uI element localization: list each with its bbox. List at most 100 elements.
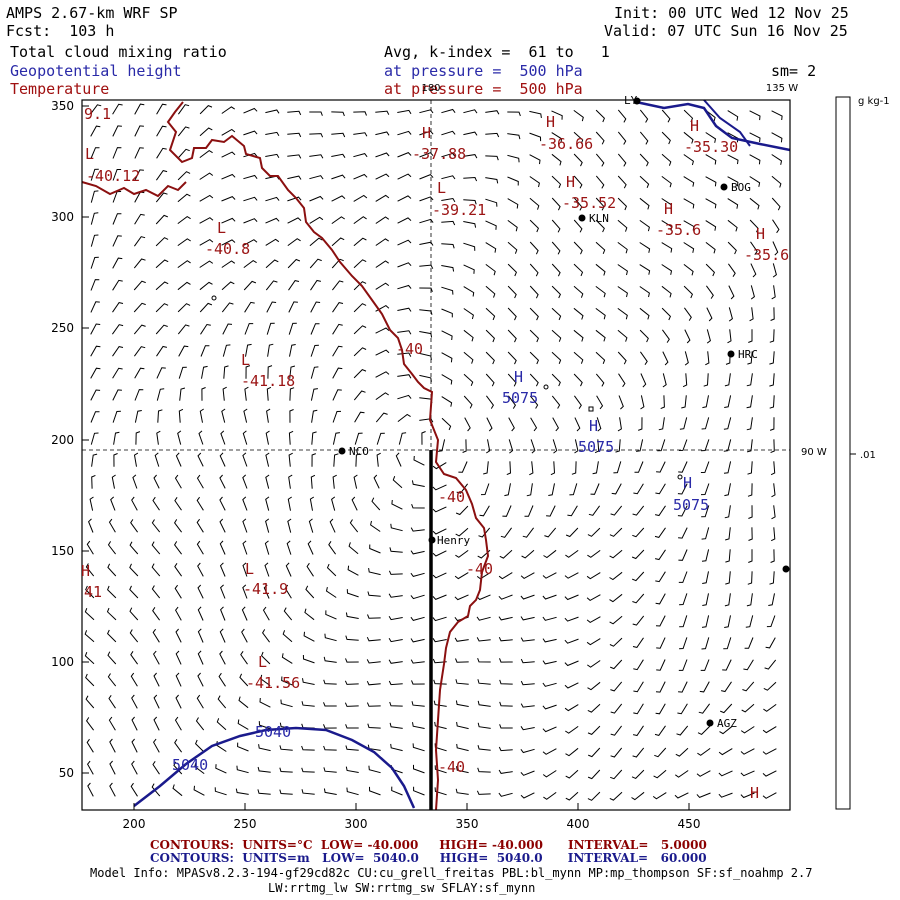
wind-barb: [573, 329, 584, 342]
wind-barb: [550, 461, 556, 476]
wind-barb: [573, 131, 584, 144]
wind-barb: [552, 417, 560, 432]
wind-barb: [243, 408, 248, 423]
wind-barb: [134, 367, 145, 379]
wind-barb: [679, 417, 688, 430]
wind-barb: [455, 505, 469, 516]
wind-barb: [499, 658, 513, 663]
wind-barb: [179, 387, 186, 401]
wind-barb: [397, 284, 412, 290]
wind-barbs: [84, 103, 783, 801]
wind-barb: [134, 169, 144, 181]
wind-barb: [309, 154, 324, 159]
wind-barb: [656, 637, 666, 649]
wind-barb: [701, 439, 710, 452]
wind-barb: [520, 726, 535, 731]
wind-barb: [388, 570, 403, 575]
wind-barb: [551, 263, 561, 277]
wind-barb: [155, 324, 168, 335]
height-label: 5075: [502, 389, 538, 407]
wind-barb: [769, 571, 775, 585]
wind-barb: [727, 154, 739, 165]
wind-barb: [174, 606, 182, 621]
wind-barb: [639, 197, 650, 210]
wind-barb: [706, 329, 711, 344]
wind-barb: [375, 260, 389, 268]
height-contour-ne-branch: [703, 99, 751, 147]
wind-barb: [177, 260, 191, 269]
wind-barb: [485, 198, 498, 207]
wind-barb: [303, 631, 315, 642]
wind-barb: [652, 792, 667, 800]
wind-barb: [661, 285, 672, 298]
wind-barb: [520, 572, 535, 580]
wind-barb: [112, 367, 123, 379]
wind-barb: [434, 765, 447, 774]
wind-barb: [199, 127, 213, 137]
wind-barb: [222, 344, 231, 357]
wind-barb: [613, 461, 622, 474]
wind-barb: [178, 366, 187, 379]
colorbar-unit: g kg-1: [858, 96, 890, 107]
wind-barb: [413, 764, 425, 774]
wind-barb: [199, 217, 214, 224]
wind-barb: [324, 633, 337, 642]
wind-barb: [266, 408, 271, 423]
wind-barb: [199, 238, 214, 246]
wind-barb: [464, 417, 471, 432]
field-cloud-label: Total cloud mixing ratio: [10, 43, 227, 61]
wind-barb: [610, 703, 623, 714]
wind-barb: [477, 679, 491, 685]
temp-high-marker: H: [750, 784, 759, 802]
wind-barb: [565, 725, 579, 734]
wind-barb: [199, 149, 213, 159]
wind-barb: [432, 462, 447, 470]
wind-barb: [498, 792, 513, 797]
wind-barb: [658, 417, 665, 431]
wind-barb: [91, 474, 96, 489]
wind-barb: [353, 281, 367, 291]
wind-barb: [771, 505, 776, 520]
wind-barb: [109, 760, 116, 775]
forecast-hour: Fcst: 103 h: [6, 22, 115, 40]
wind-barb: [112, 346, 124, 357]
wind-barb: [463, 286, 475, 297]
wind-barb: [617, 351, 627, 365]
wind-barb: [156, 345, 168, 357]
wind-barb: [573, 285, 584, 298]
wind-barb: [245, 365, 251, 379]
wind-barb: [332, 410, 342, 423]
height-high-marker: H: [589, 417, 598, 435]
wind-barb: [551, 175, 562, 189]
wind-barb: [332, 389, 342, 401]
wind-barb: [660, 395, 665, 410]
init-time: Init: 00 UTC Wed 12 Nov 25: [614, 4, 849, 22]
wind-barb: [265, 496, 270, 511]
wind-barb: [323, 767, 337, 773]
wind-barb: [610, 681, 623, 692]
wind-barb: [661, 198, 673, 209]
wind-barb: [529, 132, 542, 142]
wind-barb: [130, 651, 139, 665]
wind-barb: [530, 439, 536, 454]
wind-barb: [701, 615, 710, 628]
wind-barb: [655, 593, 666, 605]
wind-barb: [177, 171, 191, 181]
wind-barb: [351, 496, 358, 511]
wind-barb: [542, 660, 557, 665]
wind-barb: [617, 153, 627, 167]
wind-barb: [107, 585, 117, 599]
wind-barb: [193, 785, 205, 796]
wind-barb: [529, 373, 539, 387]
wind-barb: [263, 584, 270, 599]
wind-barb: [199, 105, 213, 115]
wind-barb: [705, 220, 717, 231]
wind-barb: [463, 395, 473, 409]
wind-barb: [748, 505, 753, 519]
wind-barb: [112, 302, 124, 313]
wind-barb: [705, 154, 717, 165]
wind-barb: [375, 412, 388, 423]
wind-barb: [388, 615, 403, 621]
wind-barb: [747, 461, 753, 475]
wind-barb: [366, 702, 381, 707]
